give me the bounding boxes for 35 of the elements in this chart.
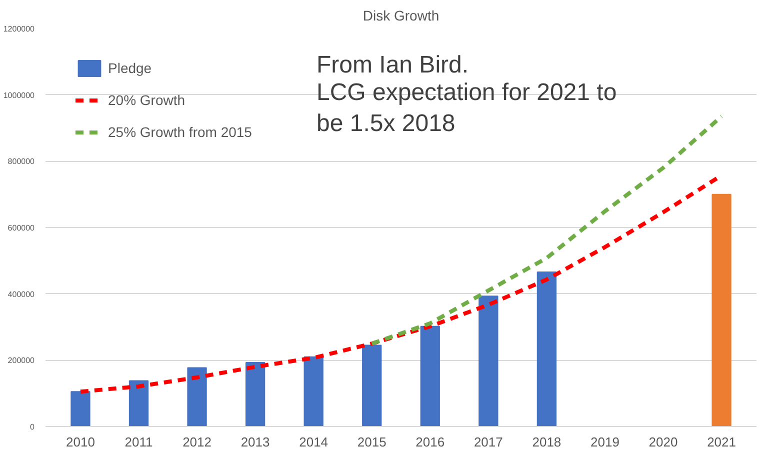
- y-tick-label: 1200000: [3, 24, 36, 34]
- x-tick-label: 2021: [707, 434, 736, 449]
- bar: [245, 362, 266, 426]
- x-tick-label: 2017: [474, 434, 503, 449]
- bar: [128, 380, 149, 426]
- legend-label: Pledge: [108, 60, 152, 76]
- x-tick-label: 2013: [240, 434, 270, 449]
- bar: [304, 356, 324, 426]
- y-tick-label: 200000: [8, 356, 36, 366]
- x-tick-label: 2015: [357, 434, 386, 449]
- x-tick-label: 2011: [124, 434, 153, 449]
- y-tick-label: 800000: [8, 157, 36, 166]
- annotation: From Ian Bird.: [316, 52, 469, 79]
- bar: [420, 326, 440, 426]
- x-tick-label: 2019: [590, 434, 620, 449]
- x-tick-label: 2016: [416, 434, 445, 449]
- x-tick-label: 2018: [532, 434, 562, 449]
- y-tick-label: 400000: [8, 290, 36, 299]
- y-tick-label: 0: [30, 422, 36, 432]
- bar: [478, 296, 498, 426]
- bar: [536, 271, 557, 426]
- x-tick-label: 2020: [648, 434, 678, 449]
- bar: [712, 194, 732, 426]
- x-tick-label: 2012: [182, 434, 212, 449]
- y-tick-label: 600000: [8, 224, 36, 232]
- annotation: LCG expectation for 2021 to be 1.5x 2018: [316, 78, 617, 137]
- bar: [187, 367, 207, 426]
- chart-title: Disk Growth: [362, 8, 440, 24]
- legend-label: 25% Growth from 2015: [108, 124, 252, 140]
- y-tick-label: 1000000: [3, 90, 36, 100]
- bar: [362, 344, 382, 426]
- x-tick-label: 2010: [66, 434, 95, 449]
- x-tick-label: 2014: [299, 434, 328, 449]
- bar: [70, 391, 90, 426]
- legend-label: 20% Growth: [108, 92, 186, 108]
